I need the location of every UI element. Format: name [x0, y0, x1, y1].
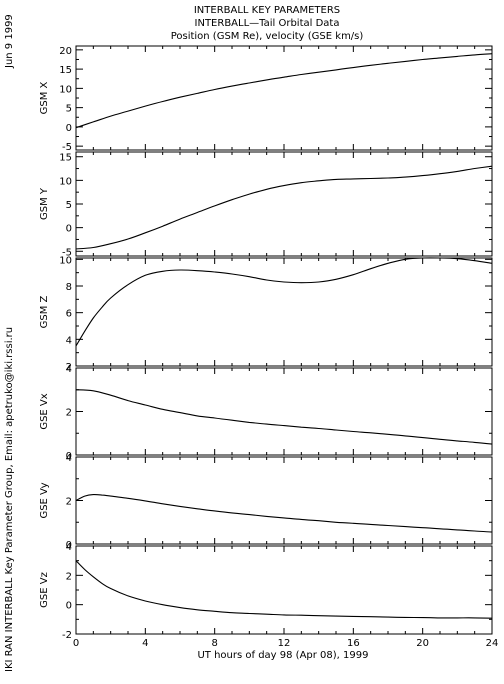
panel-frame [75, 257, 493, 367]
series-line [75, 494, 493, 533]
y-tick-label: 15 [59, 65, 72, 76]
y-tick-label: 0 [66, 540, 72, 551]
y-axis-label: GSE Vx [39, 393, 50, 429]
chart-title-line-1: INTERBALL KEY PARAMETERS [194, 5, 340, 16]
x-tick-label: 24 [486, 638, 499, 649]
chart-title-line-3: Position (GSM Re), velocity (GSE km/s) [171, 31, 364, 42]
panel-6: -2 0 2 4 GSE Vz [39, 542, 493, 641]
y-tick-label: 10 [59, 255, 72, 266]
series-line [75, 53, 493, 129]
x-tick-label: 8 [211, 638, 217, 649]
y-tick-label: -5 [62, 247, 72, 258]
y-tick-label: 20 [59, 46, 72, 57]
series-line [75, 257, 493, 347]
y-tick-label: 5 [66, 200, 72, 211]
y-axis-label: GSM Y [39, 187, 50, 220]
y-tick-label: 4 [66, 542, 72, 553]
series-line [75, 389, 493, 445]
y-axis-label: GSM Z [39, 295, 50, 328]
panel-frame [75, 456, 493, 545]
panel-2: -5 0 5 10 15 GSM Y [39, 151, 493, 258]
chart-title-line-2: INTERBALL—Tail Orbital Data [195, 18, 340, 29]
panel-frame [75, 367, 493, 456]
y-tick-label: 10 [59, 176, 72, 187]
panel-frame [75, 545, 493, 635]
y-tick-label: 4 [66, 335, 72, 346]
y-tick-label: -2 [62, 630, 72, 641]
x-tick-label: 20 [416, 638, 429, 649]
x-tick-label: 16 [347, 638, 360, 649]
y-tick-label: 2 [66, 571, 72, 582]
y-tick-label: 8 [66, 282, 72, 293]
date-stamp: Jun 9 1999 [4, 14, 15, 69]
y-tick-label: 4 [66, 453, 72, 464]
y-axis-label: GSE Vy [39, 482, 50, 518]
y-tick-label: 10 [59, 84, 72, 95]
y-tick-label: 6 [66, 309, 72, 320]
panel-frame [75, 45, 493, 151]
y-tick-label: 4 [66, 364, 72, 375]
y-axis-label: GSE Vz [39, 572, 50, 608]
y-tick-label: 0 [66, 601, 72, 612]
y-tick-label: 2 [66, 408, 72, 419]
side-credit: IKI RAN INTERBALL Key Parameter Group, E… [4, 327, 15, 672]
x-tick-label: 4 [142, 638, 148, 649]
y-tick-label: 0 [66, 224, 72, 235]
panel-5: 0 2 4 GSE Vy [39, 453, 493, 551]
y-axis-label: GSM X [39, 81, 50, 114]
panel-1: -5 0 5 10 15 20 GSM X [39, 45, 493, 153]
panel-frame [75, 151, 493, 257]
series-line [75, 560, 493, 619]
y-tick-label: 2 [66, 497, 72, 508]
x-tick-label: 12 [278, 638, 291, 649]
y-tick-label: 5 [66, 104, 72, 115]
series-line [75, 165, 493, 250]
y-tick-label: 15 [59, 153, 72, 164]
x-tick-label: 0 [73, 638, 79, 649]
x-axis-label: UT hours of day 98 (Apr 08), 1999 [197, 650, 368, 661]
y-tick-label: 0 [66, 451, 72, 462]
y-tick-label: 2 [66, 362, 72, 373]
y-tick-label: 0 [66, 123, 72, 134]
y-tick-label: -5 [62, 142, 72, 153]
